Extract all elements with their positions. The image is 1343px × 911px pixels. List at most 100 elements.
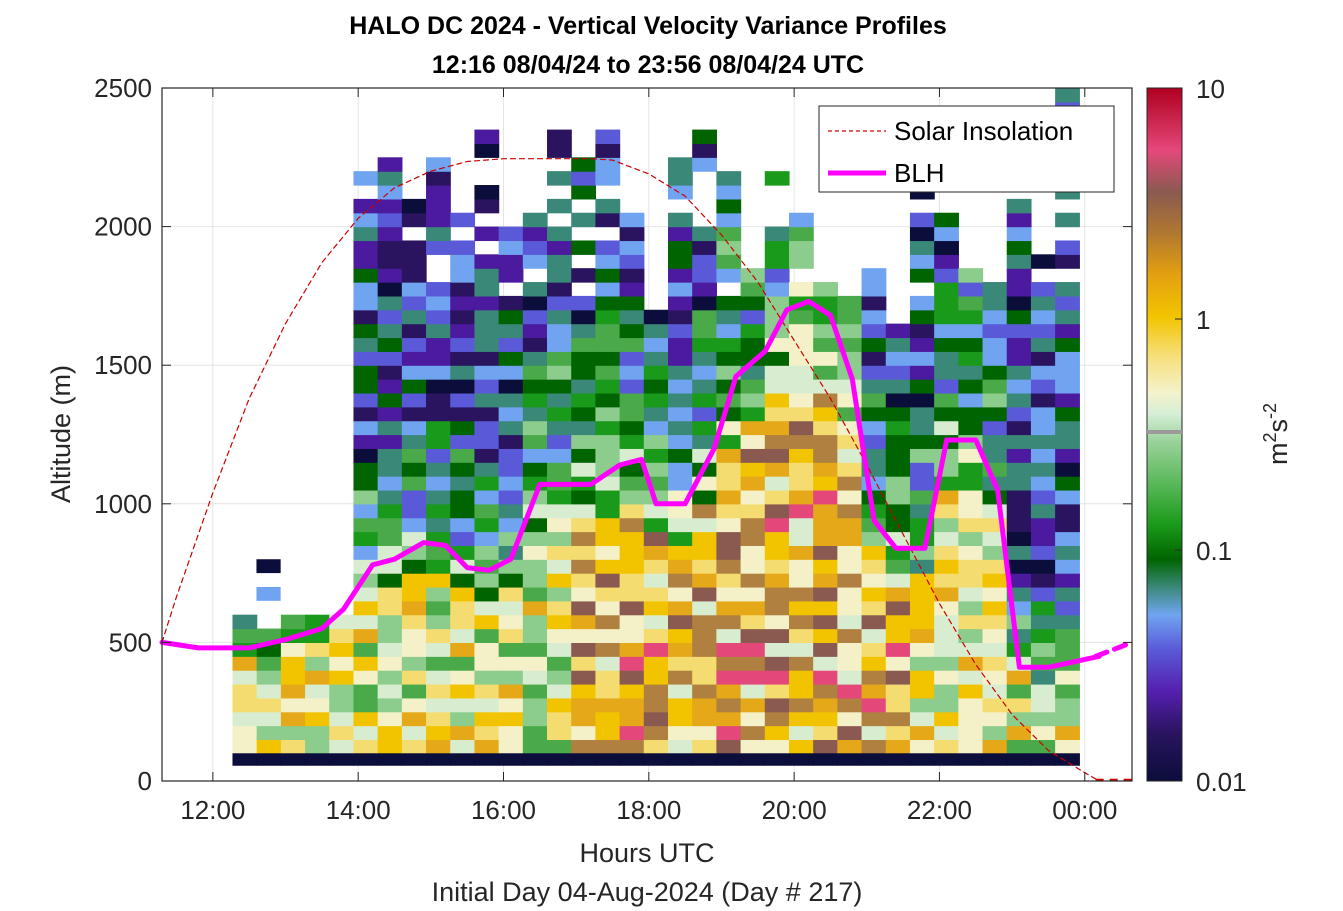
heat-cell [305,711,330,727]
heat-cell [547,351,572,366]
heat-cell [934,614,959,630]
heat-cell [498,517,524,533]
heat-cell [474,739,500,754]
heat-cell [595,642,621,657]
heat-cell [571,434,597,449]
heat-cell [813,282,838,297]
heat-cell [595,379,621,394]
heat-cell [571,379,597,394]
heat-cell [1030,725,1056,741]
heat-cell [958,614,984,630]
heat-cell [522,559,548,574]
heat-cell [522,642,548,657]
heat-cell [426,240,451,255]
heat-cell [547,226,572,242]
heat-cell [522,282,548,297]
series-lines [159,158,1135,782]
heat-cell [1006,531,1032,546]
heat-cell [813,586,838,602]
heat-cell [837,489,863,505]
heat-cell [740,476,766,491]
heat-cell [692,489,717,505]
heat-cell [426,379,451,394]
heat-cell [861,351,887,366]
heat-cell [934,586,959,602]
heat-cell [426,489,451,505]
heat-cell [571,531,597,546]
heat-cell [474,420,500,436]
heat-cell [716,476,742,491]
heat-cell [643,545,669,560]
heat-cell [595,157,621,172]
heat-cell [547,171,572,186]
heat-cell [885,628,911,643]
heat-cell [595,351,621,366]
heat-cell [547,129,572,145]
heat-cell [522,586,548,602]
heat-cell [668,268,693,283]
chart-title: HALO DC 2024 - Vertical Velocity Varianc… [349,12,947,40]
heat-cell [571,337,597,352]
heat-cell [837,670,863,685]
heat-cell [909,711,935,727]
heat-cell [740,503,766,519]
heat-cell [788,517,814,533]
heat-cell [885,420,911,436]
heat-cell [474,503,500,519]
heat-cell [353,434,379,449]
heat-cell [958,503,984,519]
heat-cell [934,351,959,366]
heat-cell [450,614,476,630]
heat-cell [522,600,548,616]
heat-cell [232,725,258,741]
heat-cell [377,434,403,449]
heat-cell [716,545,742,560]
heat-cell [353,309,379,325]
heat-cell [377,171,403,186]
heat-cell [788,254,814,269]
heat-cell [716,295,742,311]
heat-cell [764,489,790,505]
heat-cell [1055,503,1080,519]
heat-cell [692,614,717,630]
heat-cell [982,406,1008,422]
heat-cell [571,185,597,200]
heat-cell [571,725,597,741]
heat-cell [934,365,959,380]
heat-cell [498,711,524,727]
heat-cell [450,489,476,505]
heat-cell [1055,365,1080,380]
heat-cell [958,600,984,616]
heat-cell [716,739,742,754]
heat-cell [668,392,693,408]
heat-cell [934,240,959,255]
heat-cell [909,268,935,283]
heat-cell [571,711,597,727]
heat-cell [571,670,597,685]
heat-cell [619,406,645,422]
heat-cell [909,309,935,325]
heat-cell [595,683,621,699]
heat-cell [668,295,693,311]
heat-cell [450,711,476,727]
heat-cell [571,171,597,186]
heat-cell [958,392,984,408]
heat-cell [280,683,306,699]
heat-cell [716,573,742,588]
heat-cell [740,656,766,671]
heat-cell [668,545,693,560]
heat-cell [571,586,597,602]
heat-cell [837,600,863,616]
heat-cell [426,406,451,422]
heat-cell [401,212,427,228]
heat-cell [1030,337,1056,352]
heat-cell [280,739,306,754]
heat-cell [813,379,838,394]
heat-cell [547,337,572,352]
heat-cell [643,683,669,699]
heat-cell [280,670,306,685]
heat-cell [426,614,451,630]
heat-cell [692,406,717,422]
heat-cell [498,489,524,505]
heat-cell [256,711,282,727]
